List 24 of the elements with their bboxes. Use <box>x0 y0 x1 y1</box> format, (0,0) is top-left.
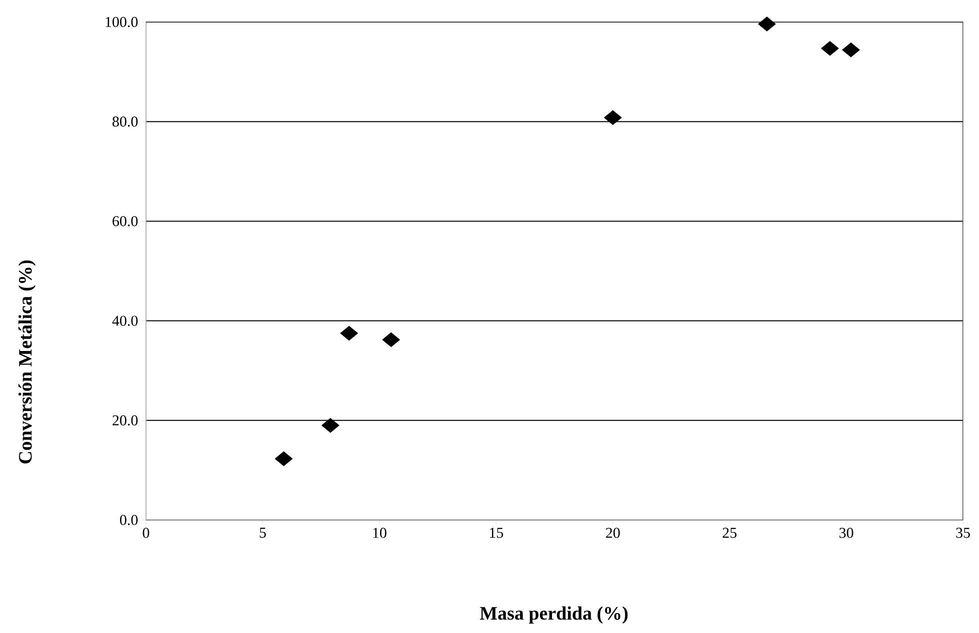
x-tick-label: 5 <box>260 528 266 538</box>
point <box>382 332 400 348</box>
y-tick-label: 100.0 <box>106 16 138 28</box>
point <box>321 418 340 433</box>
point <box>274 451 293 466</box>
point <box>758 16 776 32</box>
x-tick-label: 0 <box>142 528 150 538</box>
x-tick-label: 20 <box>606 528 620 538</box>
x-tick-label: 30 <box>840 528 854 538</box>
y-tick-label: 80.0 <box>112 116 138 127</box>
y-tick-label: 0.0 <box>120 514 138 526</box>
y-tick-label: 60.0 <box>112 216 138 226</box>
y-tick-label: 40.0 <box>112 316 138 326</box>
point <box>604 110 622 126</box>
point <box>842 42 860 58</box>
x-axis-title: Masa perdida (%) <box>480 606 628 624</box>
x-tick-label: 35 <box>956 528 970 538</box>
point <box>820 40 839 56</box>
point <box>340 326 358 341</box>
x-tick-label: 10 <box>373 528 386 538</box>
y-axis-title: Conversión Metálica (%) <box>18 260 36 464</box>
x-tick-label: 25 <box>722 528 736 538</box>
y-tick-label: 20.0 <box>112 415 138 426</box>
x-tick-label: 15 <box>490 528 504 538</box>
